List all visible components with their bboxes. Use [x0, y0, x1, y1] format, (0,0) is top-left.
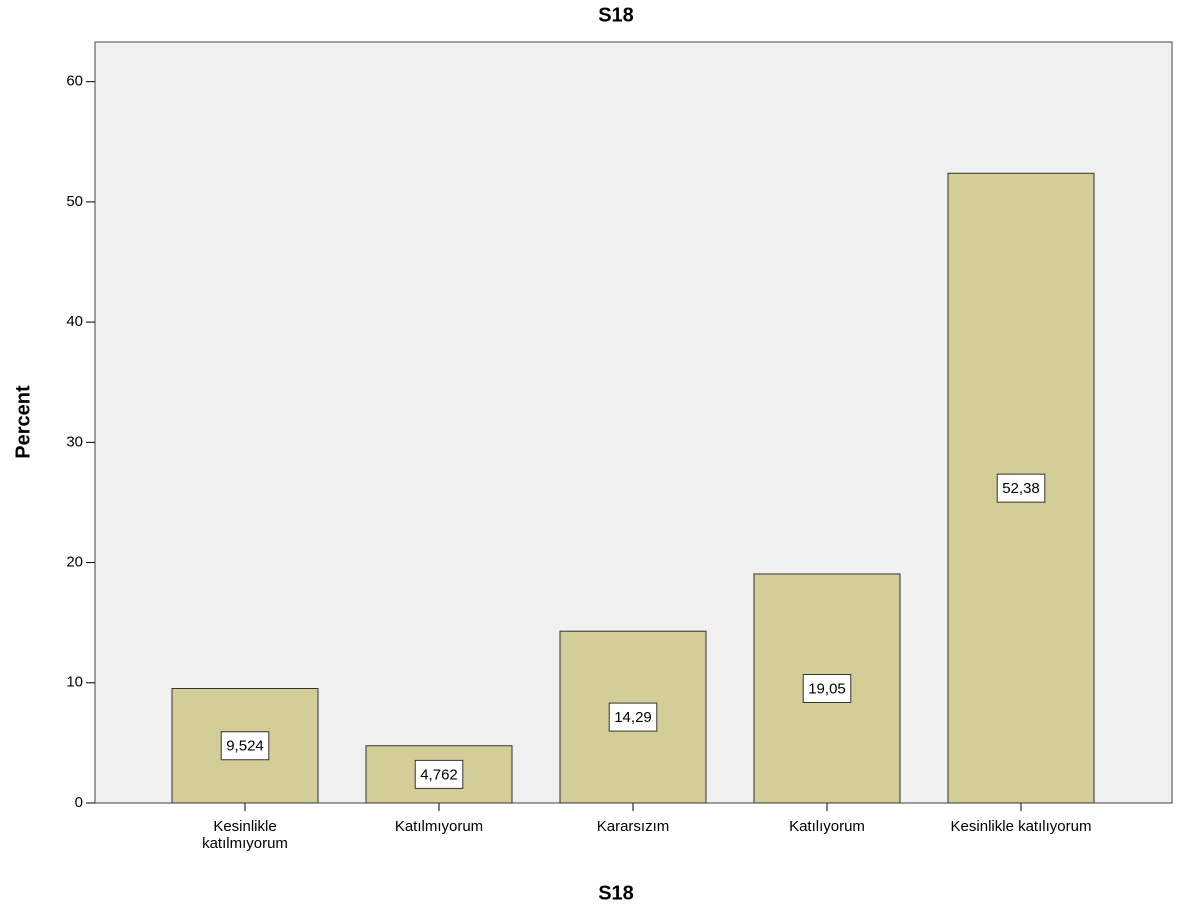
value-label-box [414, 759, 464, 789]
x-tick-label: Kesinlikle katılıyorum [950, 818, 1092, 835]
y-axis-title: Percent [12, 385, 34, 459]
value-label-box [996, 473, 1046, 503]
y-tick-label: 0 [75, 794, 83, 811]
value-label: 9,524 [226, 738, 264, 755]
y-tick-label: 40 [66, 313, 83, 330]
x-axis-title: S18 [598, 882, 634, 904]
x-tick-label: Kesinlikle katılmıyorum [202, 818, 288, 852]
chart-title: S18 [598, 4, 634, 26]
value-label: 52,38 [1002, 480, 1040, 497]
y-tick-label: 20 [66, 554, 83, 571]
value-label-box [802, 673, 852, 703]
value-label: 19,05 [808, 680, 846, 697]
x-tick-label: Katılmıyorum [394, 818, 484, 835]
value-label-box [608, 702, 658, 732]
y-tick-label: 10 [66, 674, 83, 691]
x-tick-label: Katılıyorum [789, 818, 865, 835]
y-tick-label: 50 [66, 193, 83, 210]
y-tick-label: 60 [66, 73, 83, 90]
value-label: 14,29 [614, 709, 652, 726]
y-tick-label: 30 [66, 433, 83, 450]
x-tick-label: Kararsızım [596, 818, 670, 835]
value-label: 4,762 [420, 766, 458, 783]
value-label-box [220, 731, 270, 761]
